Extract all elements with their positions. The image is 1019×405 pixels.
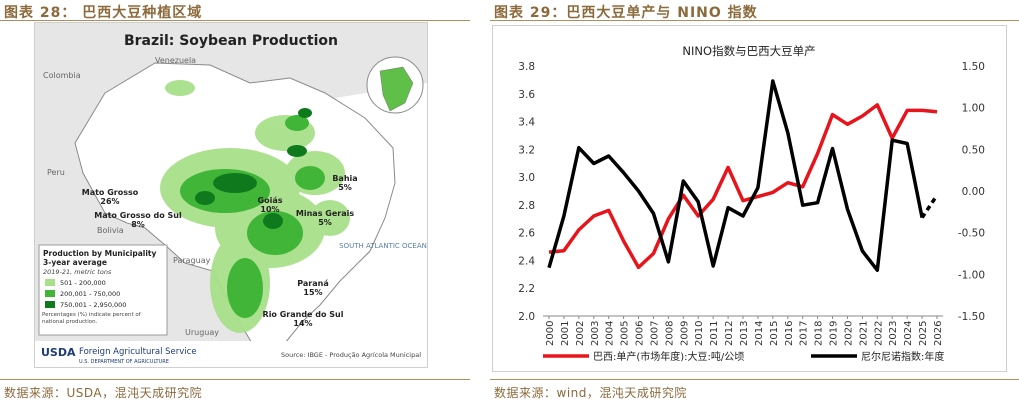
x-tick-label: 2002	[575, 321, 586, 346]
x-tick-label: 2019	[829, 321, 840, 346]
legend-label-nino: 尼尔尼诺指数:年度	[861, 350, 944, 363]
y-right-tick-label: 0.50	[962, 144, 985, 156]
x-tick-label: 2014	[754, 321, 765, 346]
map-legend: Production by Municipality 3-year averag…	[38, 244, 168, 336]
legend-item: 750,001 - 2,950,000	[60, 301, 126, 309]
map-title: Brazil: Soybean Production	[124, 33, 338, 49]
x-tick-label: 2009	[679, 321, 690, 346]
legend-title: Production by Municipality	[43, 249, 157, 258]
soybean-map: Brazil: Soybean Production Venezuela Col…	[35, 23, 427, 367]
legend-title: 3-year average	[43, 258, 107, 267]
y-left-tick-label: 2.2	[518, 283, 535, 295]
state-label-bahia: Bahia 5%	[332, 174, 357, 192]
state-label-goias: Goiás 10%	[258, 196, 283, 214]
y-left-tick-label: 2.0	[518, 311, 535, 323]
state-label-rio-grande-do-sul: Rio Grande do Sul 14%	[263, 310, 344, 328]
legend-item: 200,001 - 750,000	[60, 290, 120, 298]
source-left: 数据来源：USDA，混沌天成研究院	[4, 386, 203, 400]
title-rule-right	[490, 20, 1019, 21]
y-left-tick-label: 3.4	[518, 117, 535, 129]
figure-title-left: 图表 28： 巴西大豆种植区域	[4, 5, 203, 21]
x-tick-label: 2011	[709, 321, 720, 346]
map-source: Source: IBGE - Produção Agrícola Municip…	[281, 351, 421, 359]
series-line-yield	[548, 103, 938, 270]
y-left-tick-label: 3.8	[518, 61, 535, 73]
x-tick-label: 2018	[814, 321, 825, 346]
x-tick-label: 2008	[664, 321, 675, 346]
state-label-parana: Paraná 15%	[297, 279, 328, 297]
x-tick-label: 2017	[799, 321, 810, 346]
y-right-tick-label: 1.50	[962, 61, 985, 73]
x-tick-label: 2020	[843, 321, 854, 346]
x-tick-label: 2001	[560, 321, 571, 346]
y-left-tick-label: 2.4	[518, 255, 535, 267]
x-tick-label: 2026	[933, 321, 944, 346]
x-tick-label: 2016	[784, 321, 795, 346]
legend-label-yield: 巴西:单产(市场年度):大豆:吨/公顷	[593, 350, 744, 363]
country-label: Peru	[47, 168, 65, 177]
footer-dept: U.S. DEPARTMENT OF AGRICULTURE	[79, 359, 169, 365]
ocean-label: SOUTH ATLANTIC OCEAN	[339, 242, 427, 250]
soybean-map-panel: Brazil: Soybean Production Venezuela Col…	[34, 22, 428, 368]
country-label: Uruguay	[185, 328, 219, 337]
x-tick-label: 2023	[888, 321, 899, 346]
x-tick-label: 2007	[649, 321, 660, 346]
country-label: Venezuela	[155, 56, 196, 65]
state-label-mato-grosso-do-sul: Mato Grosso do Sul 8%	[94, 211, 182, 229]
x-tick-label: 2015	[769, 321, 780, 346]
x-tick-label: 2025	[918, 321, 929, 346]
x-tick-label: 2004	[605, 321, 616, 346]
series-line-nino	[547, 79, 924, 272]
globe-inset	[366, 56, 424, 114]
x-tick-label: 2013	[739, 321, 750, 346]
legend-note: Percentages (%) indicate percent of nati…	[42, 312, 141, 325]
y-right-tick-label: 0.00	[962, 186, 985, 198]
chart-legend: 巴西:单产(市场年度):大豆:吨/公顷 尼尔尼诺指数:年度	[543, 350, 944, 363]
chart-title: NINO指数与巴西大豆单产	[682, 44, 815, 58]
nino-chart-panel: NINO指数与巴西大豆单产 2.0 2.2 2.4 2.6 2.8 3.0 3.2 3.4 3.…	[492, 25, 1007, 372]
figure-title-right: 图表 29：巴西大豆单产与 NINO 指数	[494, 5, 758, 21]
y-right-tick-label: -0.50	[958, 228, 985, 240]
state-label-mato-grosso: Mato Grosso 26%	[82, 188, 139, 206]
source-right: 数据来源：wind，混沌天成研究院	[494, 386, 687, 400]
legend-swatch	[45, 279, 55, 286]
legend-swatch	[45, 301, 55, 308]
source-rule-right	[490, 379, 1019, 380]
y-left-tick-label: 2.8	[518, 200, 535, 212]
country-label: Colombia	[43, 71, 81, 80]
y-left-tick-label: 3.2	[518, 144, 535, 156]
series-line-nino-forecast	[920, 194, 939, 219]
legend-item: 501 - 200,000	[60, 279, 106, 287]
x-tick-label: 2000	[545, 321, 556, 346]
source-rule-left	[0, 379, 470, 380]
x-tick-label: 2010	[694, 321, 705, 346]
y-left-tick-label: 3.6	[518, 89, 535, 101]
usda-logo: USDA	[41, 346, 76, 359]
y-right-tick-label: -1.00	[958, 269, 985, 281]
y-left-tick-label: 3.0	[518, 172, 535, 184]
title-rule-left	[0, 20, 470, 21]
footer-agency: Foreign Agricultural Service	[79, 347, 197, 357]
y-right-tick-label: -1.50	[958, 311, 985, 323]
x-tick-label: 2006	[635, 321, 646, 346]
state-label-minas-gerais: Minas Gerais 5%	[296, 209, 354, 227]
legend-swatch	[45, 290, 55, 297]
x-tick-label: 2021	[858, 321, 869, 346]
y-right-tick-label: 1.00	[962, 103, 985, 115]
x-tick-label: 2022	[873, 321, 884, 346]
y-left-tick-label: 2.6	[518, 228, 535, 240]
nino-soybean-chart: NINO指数与巴西大豆单产 2.0 2.2 2.4 2.6 2.8 3.0 3.2 3.4 3.…	[518, 44, 985, 363]
legend-subtitle: 2019-21, metric tons	[43, 268, 112, 276]
x-tick-label: 2005	[620, 321, 631, 346]
x-tick-label: 2012	[724, 321, 735, 346]
country-label: Bolivia	[97, 226, 124, 235]
x-tick-label: 2003	[590, 321, 601, 346]
country-label: Paraguay	[173, 256, 211, 265]
x-tick-label: 2024	[903, 321, 914, 346]
